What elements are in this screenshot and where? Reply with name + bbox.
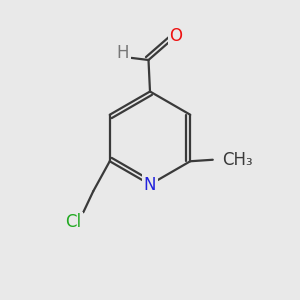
Text: Cl: Cl: [65, 213, 81, 231]
Text: O: O: [169, 27, 182, 45]
Text: N: N: [144, 176, 156, 194]
Text: CH₃: CH₃: [222, 151, 252, 169]
Text: H: H: [117, 44, 129, 62]
